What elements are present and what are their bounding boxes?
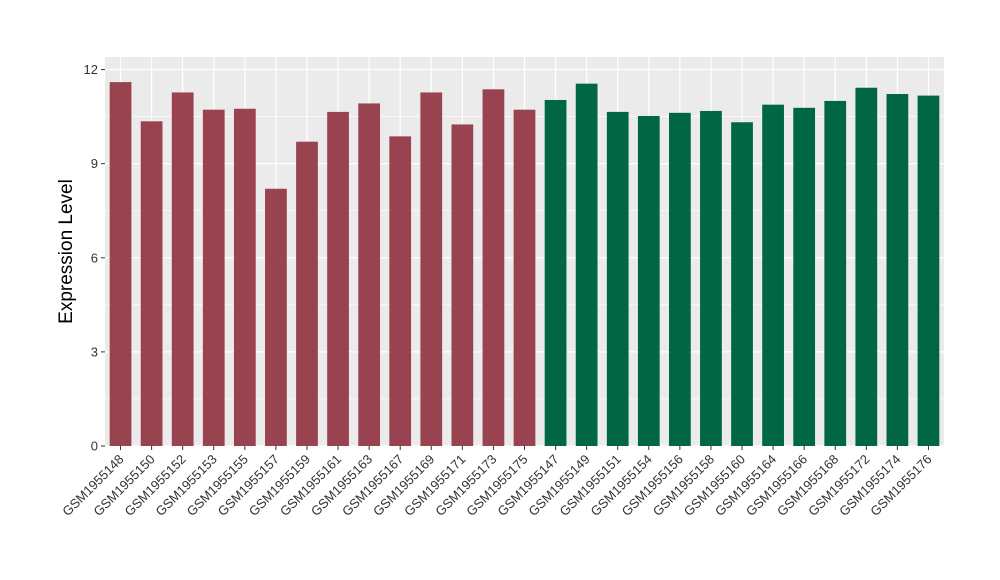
bar-GSM1955166 (793, 107, 816, 446)
bar-GSM1955148 (109, 82, 132, 446)
x-axis: GSM1955148GSM1955150GSM1955152GSM1955153… (59, 446, 935, 519)
bar-GSM1955169 (420, 92, 443, 447)
bar-GSM1955154 (637, 115, 660, 446)
bar-GSM1955167 (389, 136, 412, 447)
bar-GSM1955155 (233, 108, 256, 447)
bar-GSM1955151 (606, 111, 629, 446)
bar-GSM1955164 (762, 104, 784, 446)
bar-GSM1955173 (482, 89, 505, 446)
y-tick-label: 0 (91, 439, 98, 454)
bar-GSM1955153 (202, 109, 225, 447)
y-tick-label: 3 (91, 344, 98, 359)
bar-GSM1955171 (451, 124, 474, 447)
bar-GSM1955157 (265, 188, 287, 447)
bar-GSM1955176 (917, 95, 940, 446)
y-tick-label: 6 (91, 250, 98, 265)
bars (109, 82, 940, 447)
bar-GSM1955152 (171, 92, 194, 447)
bar-GSM1955150 (140, 121, 163, 446)
bar-GSM1955159 (296, 141, 318, 447)
bar-GSM1955174 (886, 94, 909, 447)
y-axis: 0 3 6 9 12 (84, 62, 105, 454)
bar-GSM1955160 (731, 122, 753, 446)
bar-GSM1955168 (824, 100, 847, 446)
y-axis-title: Expression Level (56, 179, 77, 324)
y-tick-label: 12 (84, 62, 98, 77)
y-tick-label: 9 (91, 156, 98, 171)
bar-GSM1955156 (668, 112, 691, 446)
bar-GSM1955161 (327, 111, 349, 446)
bar-GSM1955175 (513, 109, 536, 447)
bar-GSM1955158 (700, 110, 722, 446)
bar-GSM1955172 (855, 87, 878, 447)
bar-GSM1955147 (544, 99, 567, 447)
bar-GSM1955149 (575, 83, 598, 447)
bar-GSM1955163 (358, 103, 381, 447)
